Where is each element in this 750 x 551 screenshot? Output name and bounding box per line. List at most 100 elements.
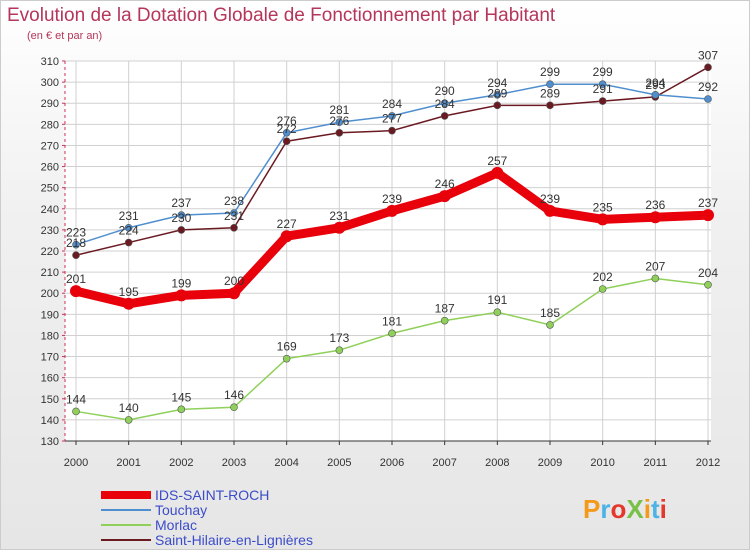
data-point xyxy=(546,321,554,329)
data-point xyxy=(704,95,712,103)
series-group xyxy=(70,63,714,424)
data-label: 201 xyxy=(66,272,86,286)
data-point xyxy=(704,280,712,289)
data-point xyxy=(228,287,240,300)
data-label: 169 xyxy=(277,340,297,354)
data-point xyxy=(72,407,80,416)
data-label: 173 xyxy=(329,331,349,345)
data-label: 239 xyxy=(540,192,560,206)
data-point xyxy=(70,285,82,298)
data-point xyxy=(546,101,554,110)
data-point xyxy=(230,403,238,412)
data-label: 246 xyxy=(435,177,455,191)
y-tick-label: 190 xyxy=(41,309,59,321)
data-label: 292 xyxy=(698,80,718,94)
legend-label: IDS-SAINT-ROCH xyxy=(155,487,269,503)
x-tick-label: 2003 xyxy=(222,457,246,469)
y-tick-label: 150 xyxy=(41,394,59,406)
data-point xyxy=(386,204,398,217)
data-point xyxy=(651,90,660,99)
x-tick-label: 2001 xyxy=(116,457,140,469)
x-tick-label: 2012 xyxy=(696,457,720,469)
data-point xyxy=(440,112,449,120)
data-point xyxy=(440,316,449,325)
data-label: 187 xyxy=(435,302,455,316)
legend-label: Saint-Hilaire-en-Lignières xyxy=(155,532,313,548)
data-label: 294 xyxy=(487,76,507,90)
data-label: 146 xyxy=(224,388,244,402)
data-point xyxy=(544,204,556,217)
data-label: 227 xyxy=(277,217,297,231)
y-tick-label: 230 xyxy=(41,225,59,237)
data-label: 237 xyxy=(171,196,191,210)
data-label: 299 xyxy=(593,65,613,79)
data-point xyxy=(124,223,133,232)
data-point xyxy=(438,190,451,203)
data-label: 231 xyxy=(119,209,139,223)
data-label: 230 xyxy=(171,211,191,225)
x-tick-label: 2006 xyxy=(380,457,404,469)
data-label: 277 xyxy=(382,112,402,126)
data-label: 236 xyxy=(645,198,665,212)
y-tick-label: 130 xyxy=(41,436,59,448)
x-tick-label: 2009 xyxy=(538,457,562,469)
data-label: 290 xyxy=(435,84,455,98)
logo-letter: X xyxy=(626,494,644,524)
legend-label: Morlac xyxy=(155,517,197,533)
data-label: 218 xyxy=(66,236,86,250)
y-tick-label: 220 xyxy=(41,246,59,258)
x-tick-label: 2007 xyxy=(432,457,456,469)
data-point xyxy=(335,128,344,137)
data-point xyxy=(124,238,133,247)
data-label: 204 xyxy=(698,266,718,280)
data-point xyxy=(175,289,188,302)
data-label: 293 xyxy=(645,78,665,92)
data-label: 299 xyxy=(540,65,560,79)
data-point xyxy=(122,297,135,310)
data-point xyxy=(598,285,607,293)
data-label: 289 xyxy=(487,86,507,100)
logo-letter: t xyxy=(651,494,660,524)
data-point xyxy=(702,209,714,222)
data-point xyxy=(388,126,396,135)
proxiti-logo: ProXiti xyxy=(583,494,667,524)
data-point xyxy=(282,354,291,363)
data-label: 231 xyxy=(224,209,244,223)
data-point xyxy=(177,211,186,219)
y-tick-label: 200 xyxy=(41,288,59,300)
data-point xyxy=(546,80,554,89)
data-point xyxy=(388,329,396,338)
logo-letter: P xyxy=(583,494,600,524)
data-point xyxy=(333,221,346,234)
data-label: 281 xyxy=(329,103,349,117)
data-label: 181 xyxy=(382,314,402,328)
x-tick-label: 2011 xyxy=(644,457,668,469)
data-point xyxy=(651,274,660,283)
data-label: 207 xyxy=(645,259,665,273)
data-label: 231 xyxy=(329,209,349,223)
x-tick-label: 2004 xyxy=(274,457,298,469)
grid xyxy=(65,60,711,442)
data-label: 235 xyxy=(593,200,613,214)
y-tick-label: 310 xyxy=(41,56,59,68)
data-label: 284 xyxy=(435,97,455,111)
y-tick-label: 160 xyxy=(41,373,59,385)
logo-letter: i xyxy=(644,494,651,524)
data-point xyxy=(177,405,186,414)
data-label: 291 xyxy=(593,82,613,96)
data-point xyxy=(598,97,607,105)
data-point xyxy=(493,101,502,110)
x-tick-label: 2005 xyxy=(327,457,351,469)
data-label: 239 xyxy=(382,192,402,206)
data-point xyxy=(598,80,607,89)
data-label: 284 xyxy=(382,97,402,111)
data-label: 276 xyxy=(329,114,349,128)
data-label: 224 xyxy=(119,224,139,238)
data-point xyxy=(491,166,504,179)
data-label: 272 xyxy=(277,122,297,136)
data-label: 140 xyxy=(119,401,139,415)
y-tick-label: 170 xyxy=(41,352,59,364)
